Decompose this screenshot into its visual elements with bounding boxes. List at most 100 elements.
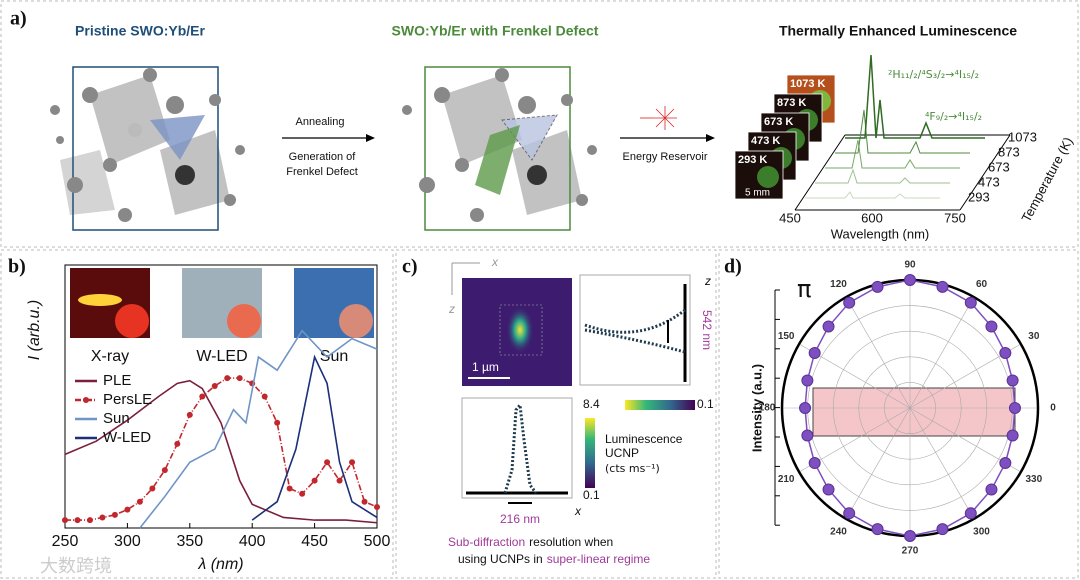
data-point (349, 459, 356, 466)
x-tick-label: 300 (114, 533, 141, 550)
tick-label: 600 (861, 210, 883, 225)
x-tick-label: 450 (301, 533, 328, 550)
angle-label: 240 (830, 526, 847, 537)
angle-label: 90 (904, 260, 916, 271)
data-point (964, 507, 977, 520)
tick-label: 293 (968, 189, 990, 204)
data-point (211, 382, 218, 389)
legend-label: PersLE (103, 391, 152, 408)
colorbar-title: (cts ms⁻¹) (605, 462, 660, 475)
data-point (99, 514, 106, 521)
data-point (799, 402, 812, 414)
data-point (311, 477, 318, 484)
caption: Sub-diffraction resolution when (448, 535, 613, 549)
panel-d-frame (718, 249, 1079, 579)
tick-label: 873 (998, 144, 1020, 159)
series-line (251, 354, 378, 521)
scale-bar-label: 5 mm (745, 188, 770, 199)
grid-spoke (845, 407, 911, 520)
photo-spot (115, 304, 149, 338)
angle-label: 0 (1050, 403, 1056, 414)
colorbar-label: 8.4 (583, 397, 600, 411)
arrow-label: Annealing (296, 116, 345, 128)
data-point (871, 523, 884, 536)
data-point (236, 375, 243, 382)
data-point (808, 457, 821, 470)
data-point (74, 517, 81, 524)
angle-label: 60 (976, 279, 988, 290)
angle-label: 270 (902, 546, 919, 557)
data-point (274, 419, 281, 426)
photo-label: 873 K (777, 97, 806, 109)
title: Thermally Enhanced Luminescence (779, 23, 1017, 39)
caption-part: Sub-diffraction (448, 535, 525, 549)
data-point (871, 280, 884, 293)
colorbar-title: Luminescence (605, 432, 683, 446)
annotation: ⁴F₉/₂→⁴I₁₅/₂ (925, 110, 982, 123)
data-point (1006, 374, 1019, 387)
photo-label: 293 K (738, 154, 767, 166)
x-profile (461, 397, 573, 504)
data-point (1006, 429, 1019, 442)
data-point (149, 485, 156, 492)
data-point (199, 393, 206, 400)
spectra-3d (794, 54, 1011, 211)
image-label: X-ray (91, 348, 129, 365)
data-point (286, 485, 293, 492)
photo-spot (757, 166, 779, 188)
x-tick-label: 350 (176, 533, 203, 550)
data-point (904, 274, 916, 286)
data-point (124, 506, 131, 513)
data-point (801, 374, 814, 387)
colorbar (625, 400, 695, 410)
legend-label: Sun (103, 410, 130, 427)
data-point (299, 490, 306, 497)
grid-spoke (909, 296, 975, 409)
angle-label: 330 (1025, 474, 1042, 485)
panel-a-frame (0, 0, 1079, 248)
photo-glow (78, 294, 122, 306)
data-point (985, 483, 998, 496)
data-point (843, 507, 856, 520)
grid-spoke (909, 407, 975, 520)
data-point (62, 517, 68, 524)
angle-label: 300 (973, 526, 990, 537)
legend-marker (83, 397, 89, 403)
data-point (111, 511, 118, 518)
data-point (86, 517, 93, 524)
legend-label: W-LED (103, 429, 151, 446)
x-tick-label: 250 (52, 533, 79, 550)
data-point (186, 411, 193, 418)
z-profile (579, 274, 691, 386)
x-tick-label: 500 (364, 533, 391, 550)
crystal-left (50, 66, 245, 231)
image-label: Sun (320, 348, 348, 365)
caption-part: super-linear regime (547, 552, 651, 566)
tick-label: 1073 (1008, 129, 1037, 144)
tick-label: 450 (779, 210, 801, 225)
photo-label: 1073 K (790, 78, 826, 90)
angle-label: 150 (778, 331, 795, 342)
x-tick-label: 400 (239, 533, 266, 550)
photo-label: 673 K (764, 116, 793, 128)
image-label: W-LED (196, 348, 247, 365)
photo-spot (339, 304, 373, 338)
caption: using UCNPs in super-linear regime (458, 552, 650, 566)
data-point (161, 467, 168, 474)
series-line (64, 379, 378, 524)
axis-glyph (451, 262, 480, 295)
title: SWO:Yb/Er with Frenkel Defect (392, 23, 599, 39)
data-point (999, 457, 1012, 470)
crystal-middle (402, 66, 597, 231)
y-axis-label: I (arb.u.) (26, 300, 43, 360)
colorbar-label: 0.1 (697, 397, 714, 411)
tick-label: 673 (988, 159, 1010, 174)
photo-label: 473 K (751, 135, 780, 147)
series-line (139, 329, 378, 529)
data-point (374, 503, 380, 510)
y-axis-label: Intensity (a.u.) (749, 364, 764, 452)
arrow-label: Frenkel Defect (286, 166, 358, 178)
data-point (224, 375, 231, 382)
data-point (964, 296, 977, 309)
axis-label: z (448, 302, 455, 316)
